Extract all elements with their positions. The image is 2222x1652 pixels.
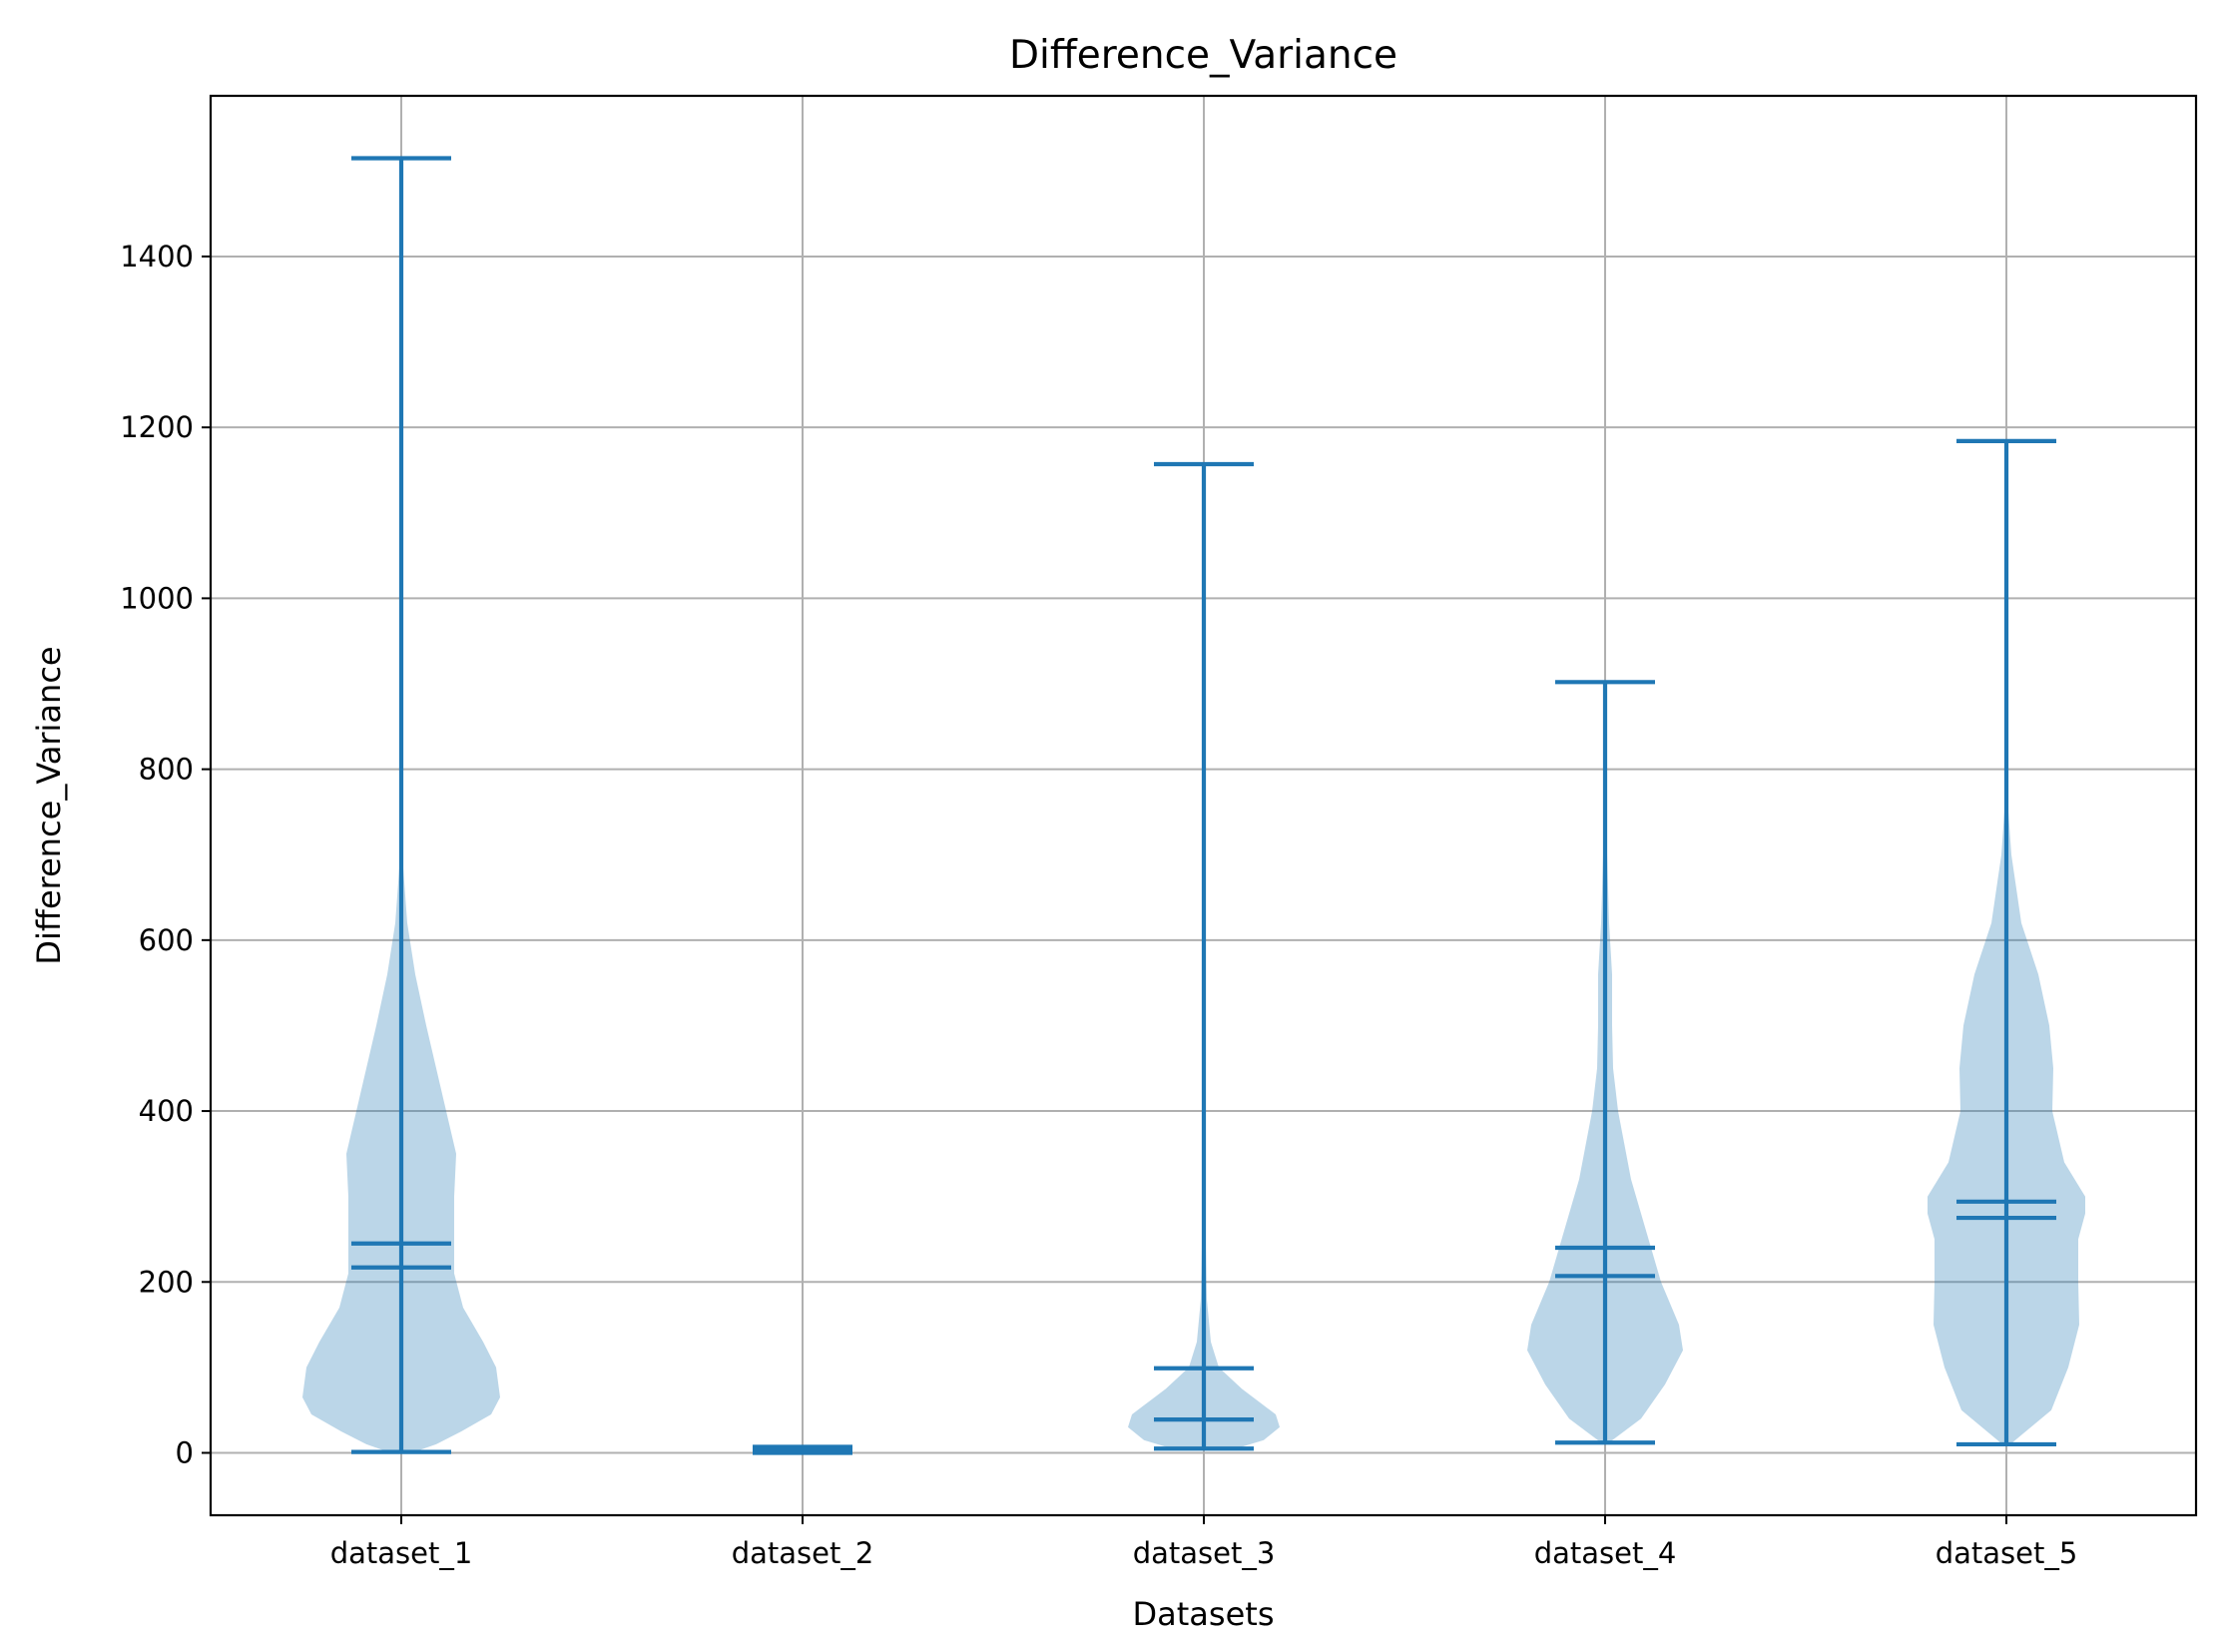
y-tick-label-0: 0 — [176, 1436, 194, 1470]
stat-layer — [351, 156, 2056, 1455]
y-tick-label-200: 200 — [139, 1265, 194, 1299]
y-tick-label-1200: 1200 — [120, 410, 194, 444]
chart-title: Difference_Variance — [1009, 33, 1397, 78]
x-tick-label-dataset_1: dataset_1 — [330, 1536, 473, 1570]
x-tick-label-dataset_2: dataset_2 — [732, 1536, 874, 1570]
y-tick-label-600: 600 — [139, 923, 194, 957]
y-tick-label-1400: 1400 — [120, 240, 194, 274]
x-axis-title: Datasets — [1133, 1595, 1275, 1633]
x-tick-label-dataset_4: dataset_4 — [1534, 1536, 1677, 1570]
y-axis-title: Difference_Variance — [30, 646, 68, 964]
x-tick-label-dataset_5: dataset_5 — [1936, 1536, 2078, 1570]
tick-layer: 0 200 400 600 800 1000 1200 1400 dataset_1 datase… — [120, 240, 2077, 1570]
y-tick-label-400: 400 — [139, 1094, 194, 1128]
y-tick-label-1000: 1000 — [120, 581, 194, 615]
y-tick-label-800: 800 — [139, 753, 194, 787]
x-tick-label-dataset_3: dataset_3 — [1133, 1536, 1276, 1570]
